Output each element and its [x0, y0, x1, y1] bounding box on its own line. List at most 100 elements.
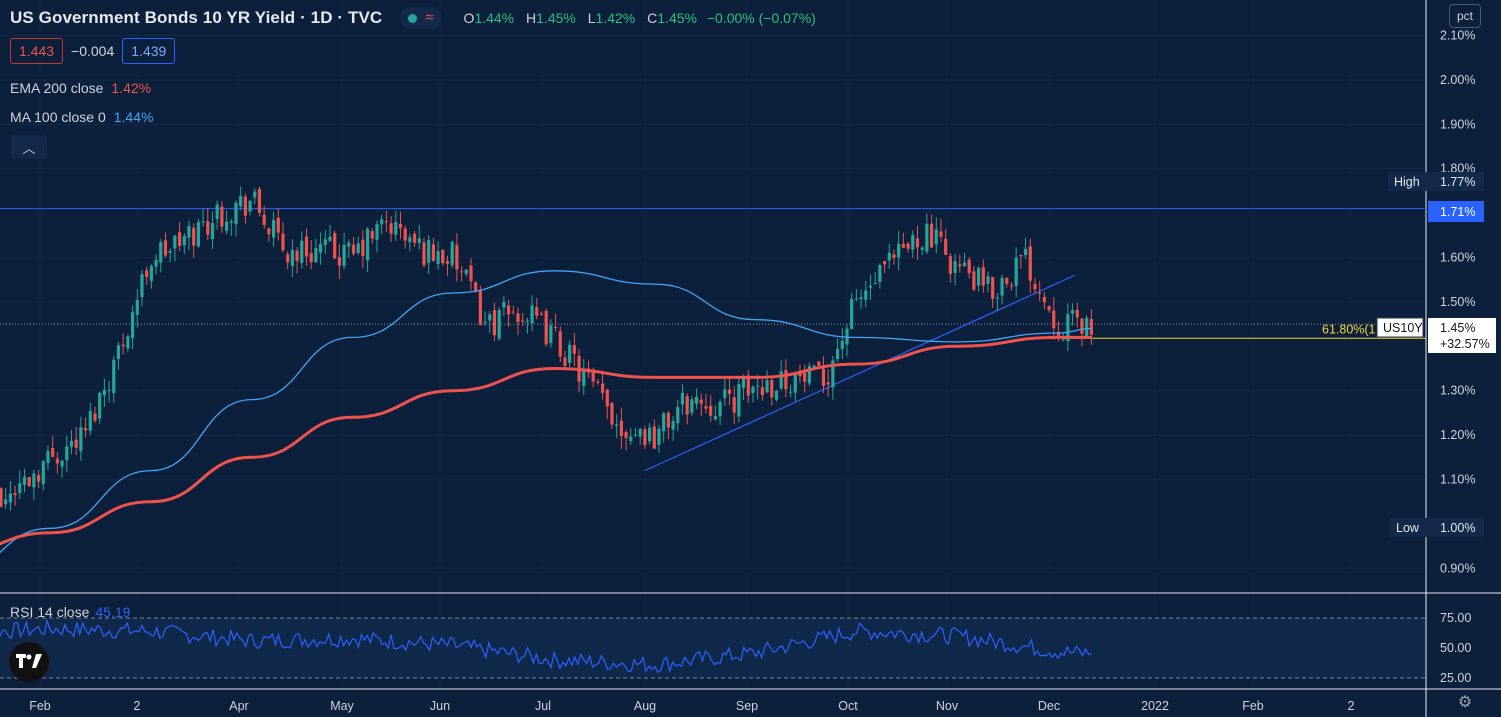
candle-body: [276, 217, 280, 233]
candle-body: [610, 402, 614, 425]
candle-body: [647, 427, 652, 442]
time-tick-label: Nov: [936, 699, 959, 713]
ema-legend-value: 1.42%: [111, 80, 152, 96]
candle-body: [403, 228, 407, 241]
buy-button[interactable]: 1.439: [122, 38, 176, 64]
candle-body: [1089, 319, 1093, 335]
candle-body: [525, 320, 529, 322]
candle-body: [286, 254, 290, 263]
candle-body: [718, 402, 722, 417]
candle-body: [939, 231, 943, 237]
candle-body: [74, 439, 78, 448]
candle-body: [163, 240, 168, 256]
candle-body: [713, 416, 717, 420]
candle-body: [535, 307, 539, 316]
candle-body: [521, 320, 525, 322]
time-tick-label: Jul: [535, 699, 551, 713]
candle-body: [911, 235, 915, 250]
candle-body: [459, 271, 464, 273]
trend-line[interactable]: [644, 274, 1076, 472]
candle-body: [318, 243, 323, 253]
candle-body: [149, 266, 153, 282]
candle-body: [709, 405, 713, 416]
open-value: 1.44%: [474, 10, 515, 26]
candle-body: [770, 379, 774, 398]
collapse-legend-button[interactable]: ︿: [11, 135, 47, 159]
candle-body: [22, 476, 27, 485]
candle-body: [173, 235, 177, 249]
candle-body: [821, 368, 826, 386]
candle-body: [309, 253, 313, 263]
candle-body: [36, 475, 41, 482]
candle-body: [558, 331, 562, 357]
candle-body: [351, 244, 356, 254]
candle-body: [676, 407, 680, 424]
rsi-legend[interactable]: RSI 14 close 45.19: [10, 604, 130, 620]
candle-body: [130, 312, 135, 339]
candle-body: [492, 310, 497, 336]
candle-body: [746, 375, 750, 396]
time-tick-label: May: [330, 699, 354, 713]
candles-series: [0, 186, 1093, 511]
candle-body: [962, 262, 967, 267]
candle-body: [539, 313, 544, 315]
candle-body: [1047, 306, 1051, 311]
change-value: −0.00% (−0.07%): [706, 10, 816, 26]
candle-body: [1080, 318, 1084, 334]
candle-body: [859, 297, 863, 300]
ma-legend[interactable]: MA 100 close 0 1.44%: [10, 109, 153, 125]
candle-body: [779, 371, 783, 389]
candle-body: [887, 252, 891, 261]
candle-body: [784, 370, 788, 390]
market-status-icon: [408, 13, 418, 23]
candle-body: [253, 191, 257, 198]
tradingview-logo[interactable]: [9, 642, 49, 682]
price-tick-label: 1.90%: [1440, 117, 1475, 131]
unit-button[interactable]: pct: [1449, 4, 1481, 28]
high-value: 1.77%: [1440, 175, 1475, 189]
chart-title[interactable]: US Government Bonds 10 YR Yield · 1D · T…: [10, 8, 383, 27]
candle-body: [88, 410, 92, 431]
low-label-ohlc: L: [587, 10, 596, 26]
candle-body: [553, 327, 558, 329]
candle-body: [389, 223, 393, 234]
candle-body: [737, 384, 741, 417]
candle-body: [643, 429, 647, 446]
candle-body: [445, 261, 450, 264]
settings-gear-icon[interactable]: ⚙: [1457, 694, 1473, 711]
candle-body: [464, 269, 468, 274]
candle-body: [704, 406, 708, 409]
candle-body: [948, 256, 952, 275]
candle-body: [220, 206, 224, 227]
rsi-tick-label: 25.00: [1440, 671, 1471, 685]
ema-legend[interactable]: EMA 200 close 1.42%: [10, 80, 151, 96]
candle-body: [944, 238, 948, 255]
ma-100-line: [0, 270, 1092, 554]
candle-body: [107, 389, 111, 391]
candle-body: [8, 493, 12, 503]
candle-body: [1075, 309, 1079, 318]
candle-body: [370, 231, 374, 239]
candle-body: [210, 223, 215, 240]
candle-body: [511, 311, 515, 313]
rsi-tick-label: 75.00: [1440, 611, 1471, 625]
candle-body: [582, 370, 586, 387]
candle-body: [976, 268, 981, 286]
candle-body: [262, 214, 266, 225]
ema-legend-label: EMA 200 close: [10, 80, 104, 96]
candle-body: [229, 221, 233, 223]
candle-body: [365, 229, 370, 261]
candle-body: [488, 314, 492, 321]
candle-body: [290, 249, 294, 266]
status-pill[interactable]: ≈: [400, 7, 442, 29]
candle-body: [727, 389, 732, 394]
candle-body: [929, 223, 934, 248]
ohlc-readout: O1.44% H1.45% L1.42% C1.45% −0.00% (−0.0…: [464, 10, 816, 26]
candle-body: [920, 247, 924, 250]
candle-body: [1061, 339, 1065, 341]
candle-body: [159, 242, 163, 263]
candle-body: [972, 271, 976, 290]
ema-200-line: [0, 335, 1092, 546]
sell-button[interactable]: 1.443: [10, 38, 64, 64]
